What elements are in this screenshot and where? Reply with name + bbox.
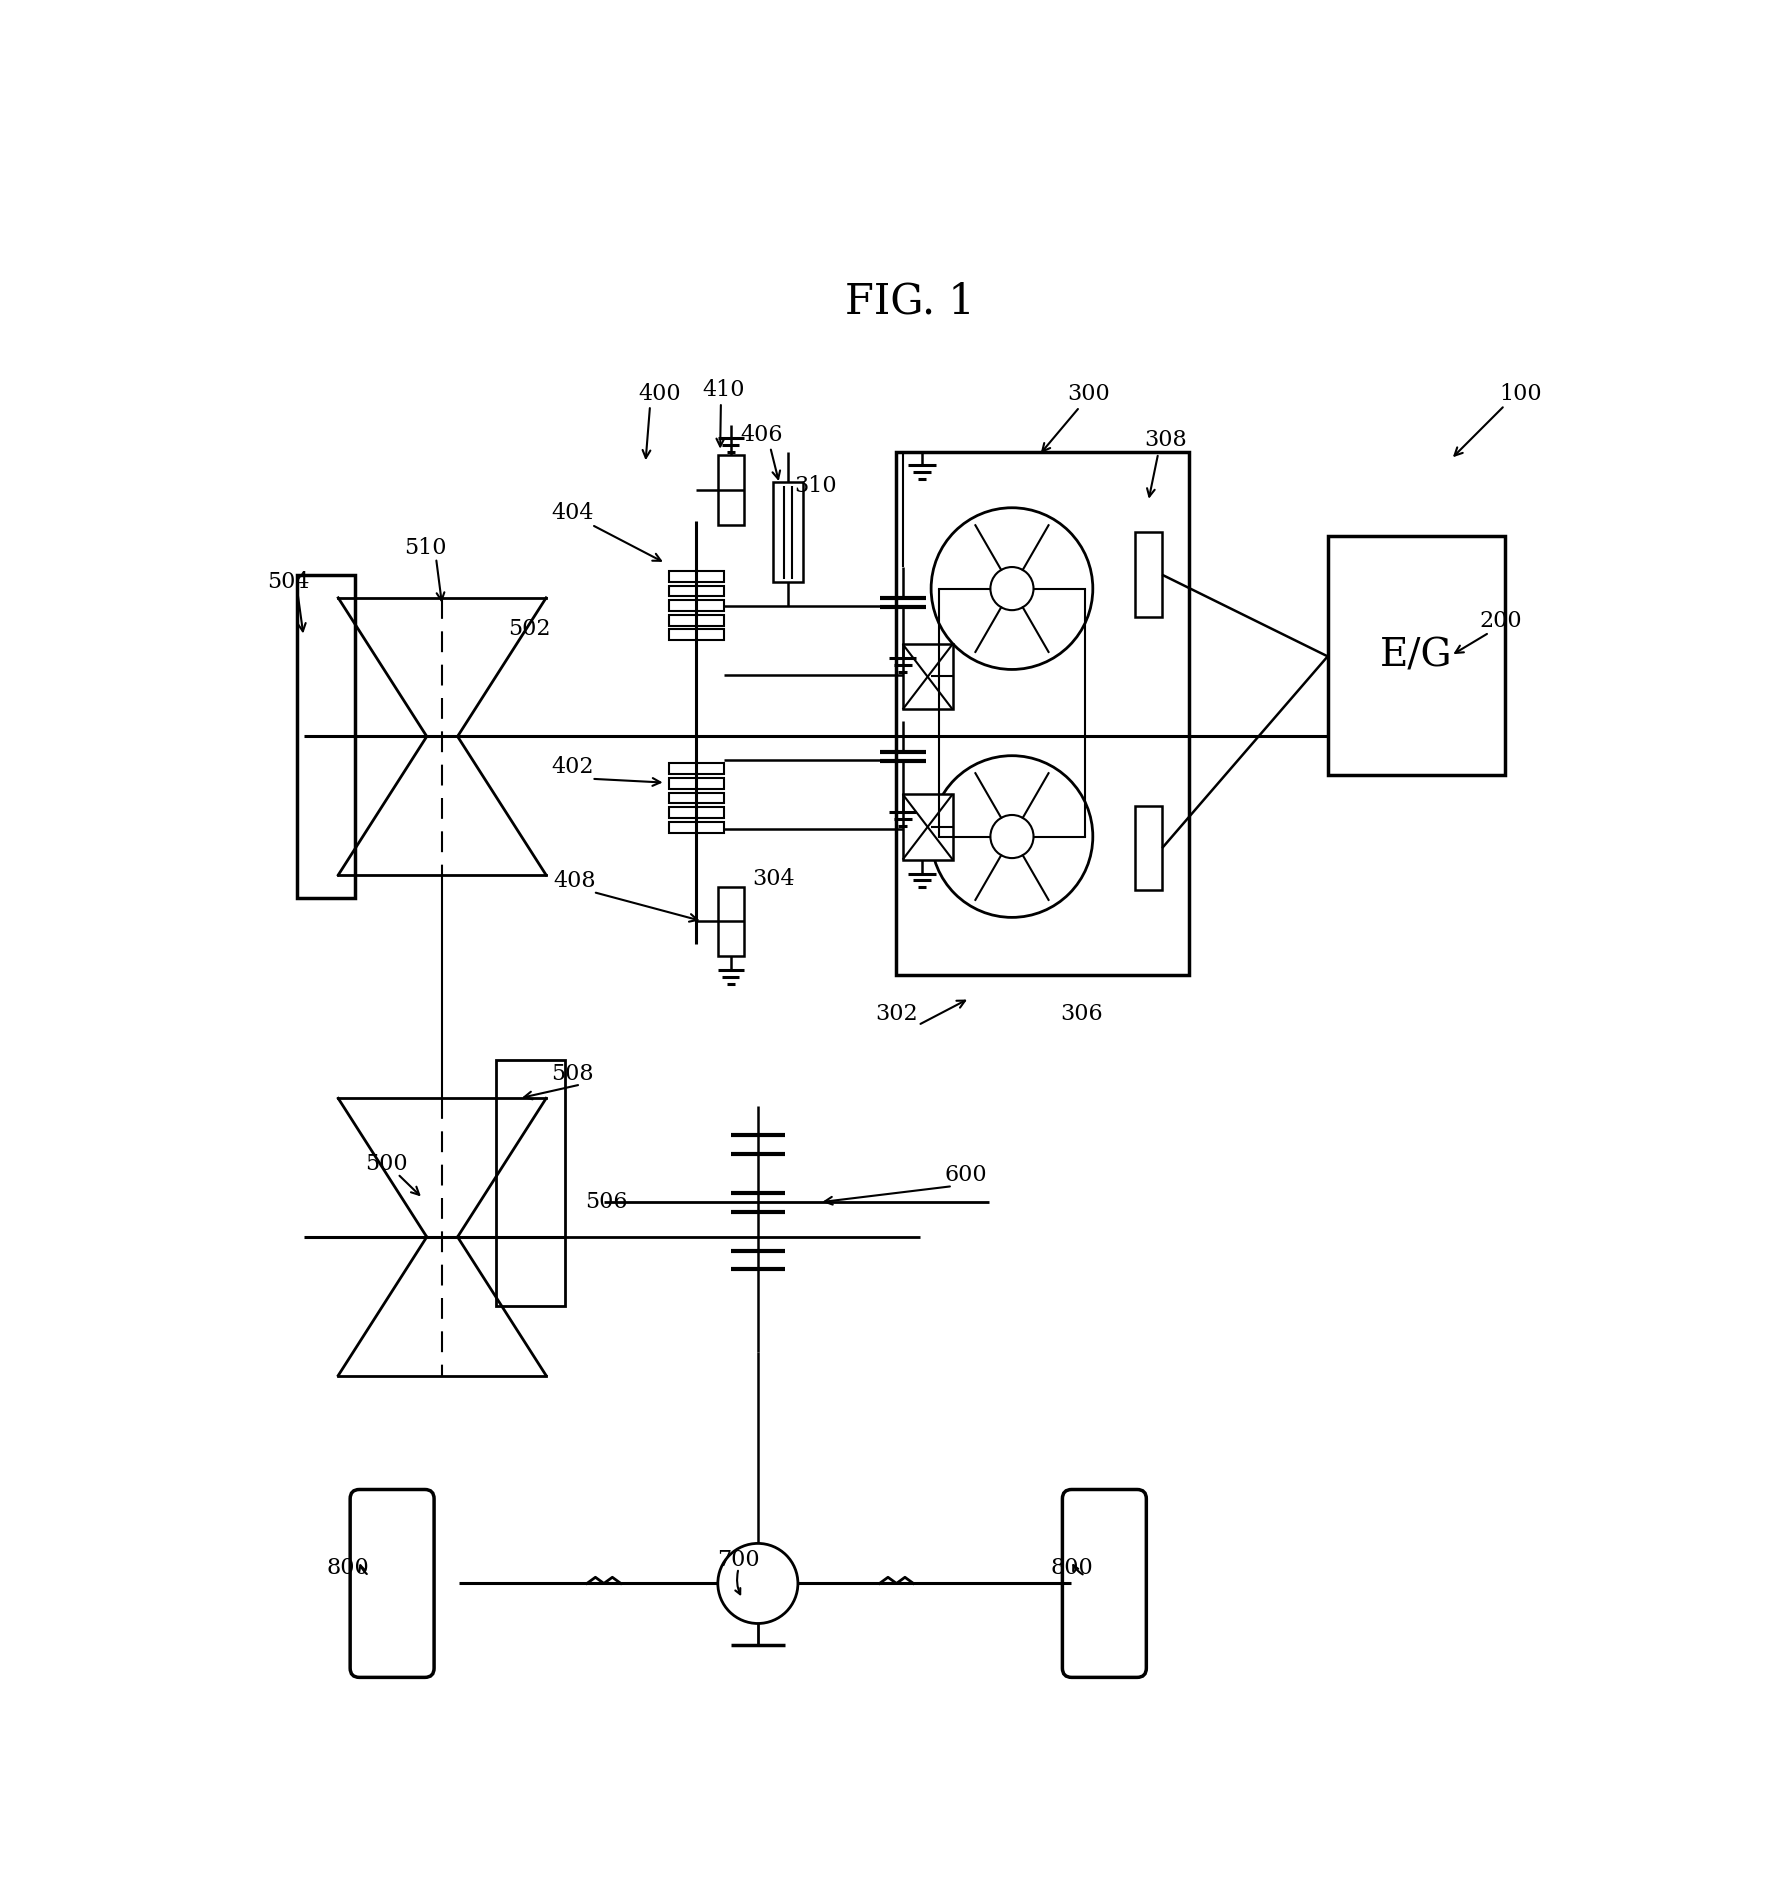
Text: 508: 508 <box>551 1063 594 1084</box>
Bar <box>903 645 952 709</box>
Bar <box>1136 806 1162 890</box>
FancyBboxPatch shape <box>350 1489 434 1678</box>
Bar <box>668 601 723 611</box>
Text: 400: 400 <box>638 382 681 405</box>
Text: 410: 410 <box>702 378 745 401</box>
Bar <box>1327 536 1505 774</box>
Circle shape <box>990 814 1034 858</box>
Bar <box>718 886 745 957</box>
Bar <box>903 795 952 860</box>
Bar <box>496 1059 565 1307</box>
Circle shape <box>931 508 1093 670</box>
Text: 408: 408 <box>553 871 595 892</box>
Text: 402: 402 <box>553 757 594 778</box>
Bar <box>668 630 723 641</box>
Circle shape <box>718 1543 798 1624</box>
FancyBboxPatch shape <box>1063 1489 1146 1678</box>
Bar <box>896 451 1189 976</box>
Bar <box>668 586 723 597</box>
Bar <box>297 574 355 898</box>
Text: 304: 304 <box>752 867 794 890</box>
Bar <box>668 778 723 789</box>
Text: 406: 406 <box>741 424 784 445</box>
Circle shape <box>990 567 1034 611</box>
Text: FIG. 1: FIG. 1 <box>846 280 976 323</box>
Text: 502: 502 <box>508 618 551 639</box>
Text: 506: 506 <box>585 1191 627 1213</box>
Text: 200: 200 <box>1480 611 1523 631</box>
Bar <box>668 763 723 774</box>
Text: 500: 500 <box>366 1153 409 1175</box>
Circle shape <box>931 755 1093 917</box>
Bar <box>1136 533 1162 616</box>
Bar <box>668 822 723 833</box>
Text: 310: 310 <box>794 476 837 496</box>
Bar <box>773 483 803 582</box>
Bar <box>668 571 723 582</box>
Text: 700: 700 <box>718 1550 761 1571</box>
Text: 404: 404 <box>553 502 594 525</box>
Text: 504: 504 <box>267 571 309 593</box>
Text: 510: 510 <box>403 536 446 559</box>
Text: 300: 300 <box>1068 382 1111 405</box>
Text: 800: 800 <box>1050 1558 1093 1579</box>
Bar <box>668 793 723 803</box>
Bar <box>668 806 723 818</box>
Text: 302: 302 <box>874 1002 917 1025</box>
Text: 600: 600 <box>944 1164 986 1187</box>
Text: 800: 800 <box>327 1558 370 1579</box>
Text: E/G: E/G <box>1381 637 1452 673</box>
Bar <box>718 455 745 525</box>
Text: 308: 308 <box>1144 430 1187 451</box>
Text: 306: 306 <box>1059 1002 1102 1025</box>
Text: 100: 100 <box>1498 382 1541 405</box>
Bar <box>668 614 723 626</box>
